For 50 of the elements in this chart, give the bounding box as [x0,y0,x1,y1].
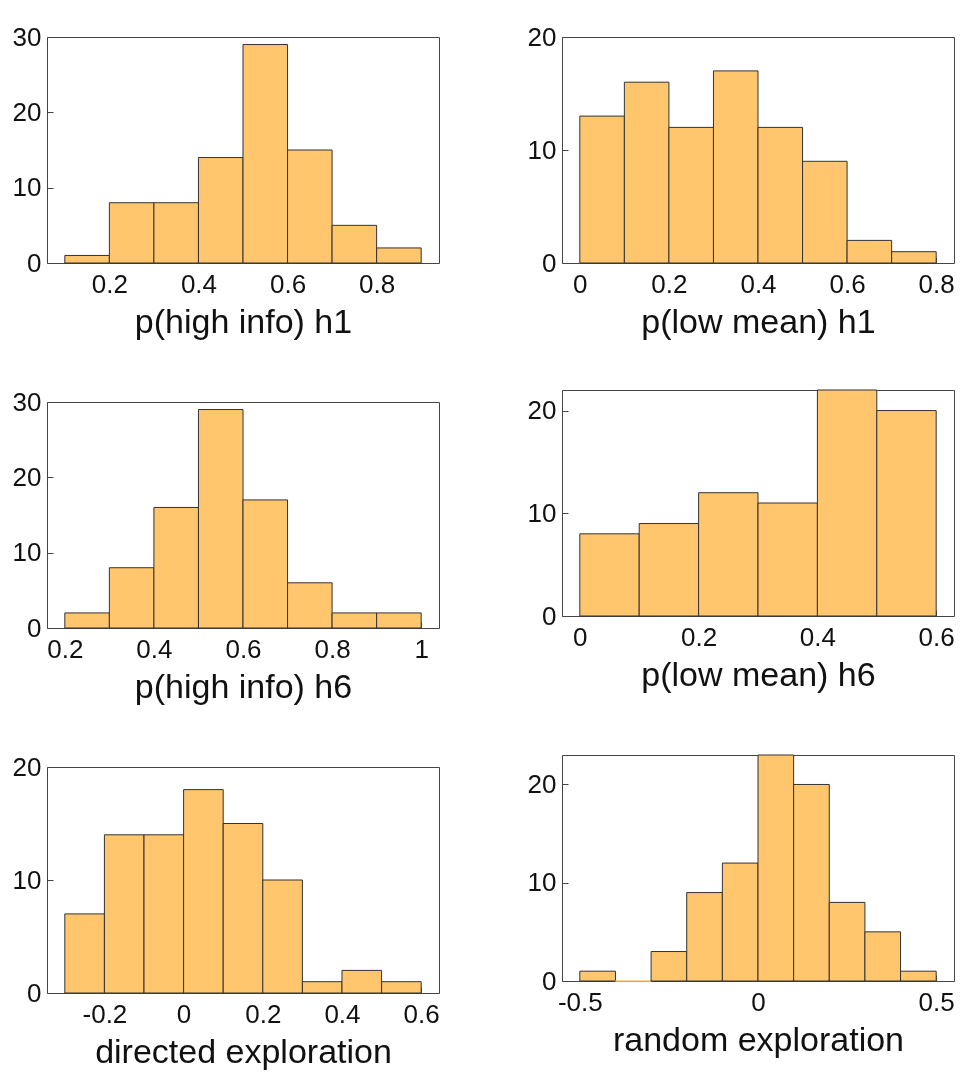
x-tick-label: -0.5 [557,986,603,1017]
x-tick-label: 0.6 [829,268,866,299]
x-tick-label: 0.4 [324,998,361,1029]
x-tick-label: 0 [573,621,588,652]
y-tick-label: 10 [12,864,42,895]
y-tick-label: 20 [527,768,557,799]
y-tick-label: 10 [12,172,42,203]
y-tick-label: 0 [542,600,557,631]
y-tick-label: 0 [27,247,42,278]
y-tick-label: 10 [527,134,557,165]
y-tick-label: 20 [12,461,42,492]
x-tick-label: 0.2 [651,268,688,299]
x-tick-label: 0.4 [740,268,777,299]
x-axis-title: p(low mean) h1 [641,301,876,340]
x-tick-label: 0.2 [47,633,84,664]
x-tick-label: 0.4 [136,633,173,664]
x-tick-label: 0 [176,998,192,1029]
y-tick-label: 10 [527,867,557,898]
x-tick-label: 0.4 [799,621,836,652]
x-tick-label: 0.6 [269,268,307,299]
x-axis-title: p(high info) h1 [134,301,353,340]
x-tick-label: 0.4 [180,268,218,299]
y-tick-label: 30 [12,386,42,417]
x-tick-label: 0.5 [918,986,955,1017]
y-tick-label: 20 [527,21,557,52]
x-tick-label: 0.6 [403,998,440,1029]
y-tick-label: 10 [527,497,557,528]
x-axis-title: p(low mean) h6 [641,654,876,693]
x-tick-label: 0.8 [918,268,955,299]
x-tick-label: 0.2 [245,998,282,1029]
x-tick-label: -0.2 [82,998,128,1029]
x-tick-label: 0.8 [359,268,396,299]
y-tick-label: 20 [527,395,557,426]
y-tick-label: 0 [542,965,557,996]
y-tick-label: 30 [12,21,42,52]
y-tick-label: 10 [12,537,42,568]
x-tick-label: 0.6 [918,621,955,652]
y-tick-label: 0 [542,247,557,278]
x-tick-label: 0 [751,986,766,1017]
x-tick-label: 0.6 [225,633,262,664]
y-tick-label: 20 [12,751,42,782]
x-tick-label: 1 [414,633,429,664]
x-tick-label: 0.8 [314,633,351,664]
x-tick-label: 0.2 [681,621,718,652]
y-tick-label: 20 [12,96,42,127]
x-tick-label: 0 [573,268,588,299]
x-axis-title: random exploration [612,1019,905,1058]
x-axis-title: directed exploration [95,1031,392,1070]
x-tick-label: 0.2 [91,268,128,299]
x-axis-title: p(high info) h6 [134,666,353,705]
